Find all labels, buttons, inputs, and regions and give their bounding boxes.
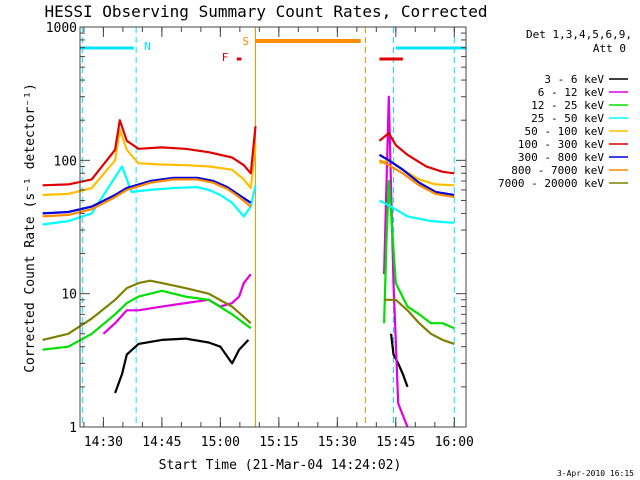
annotation-flare: F	[222, 51, 229, 64]
legend-label: 50 - 100 keV	[525, 125, 605, 138]
x-tick-label: 16:00	[435, 435, 474, 450]
legend-label: 100 - 300 keV	[518, 138, 604, 151]
footer-timestamp: 3-Apr-2010 16:15	[557, 469, 634, 478]
y-tick-label: 1000	[46, 21, 77, 36]
legend-label: 3 - 6 keV	[544, 73, 604, 86]
annotation-saa: S	[242, 35, 249, 48]
x-axis-label: Start Time (21-Mar-04 14:24:02)	[159, 458, 402, 473]
x-tick-label: 15:30	[318, 435, 357, 450]
legend-label: 25 - 50 keV	[531, 112, 604, 125]
series-line	[42, 153, 455, 215]
x-tick-label: 15:15	[259, 435, 298, 450]
x-tick-label: 15:45	[376, 435, 415, 450]
y-tick-label: 100	[54, 154, 77, 169]
series-line	[114, 333, 409, 394]
y-tick-label: 10	[61, 288, 77, 303]
plot-frame	[79, 26, 467, 428]
legend-label: 7000 - 20000 keV	[498, 177, 604, 190]
legend-label: 6 - 12 keV	[538, 86, 605, 99]
series-line	[42, 119, 455, 187]
legend-header-line-1: Det 1,3,4,5,6,9,	[526, 28, 632, 41]
x-tick-label: 14:30	[84, 435, 123, 450]
legend-header-line-2: Att 0	[593, 42, 626, 55]
series-line	[42, 179, 455, 351]
annotation-night: N	[144, 40, 151, 53]
x-tick-label: 15:00	[201, 435, 240, 450]
series-line	[42, 279, 455, 345]
legend-label: 800 - 7000 keV	[511, 164, 604, 177]
plot-area: N SF 14:30 14:45 15:00 15:15 15:30 15:45 16:00 1 1…	[42, 21, 628, 450]
x-tick-label: 14:45	[142, 435, 181, 450]
chart-title: HESSI Observing Summary Count Rates, Cor…	[44, 2, 487, 21]
series-line	[42, 128, 455, 197]
legend-label: 12 - 25 keV	[531, 99, 604, 112]
y-axis-label: Corrected Count Rate (s⁻¹ detector⁻¹)	[23, 83, 38, 373]
y-tick-label: 1	[69, 421, 77, 436]
series-line	[42, 159, 455, 218]
legend-label: 300 - 800 keV	[518, 151, 604, 164]
